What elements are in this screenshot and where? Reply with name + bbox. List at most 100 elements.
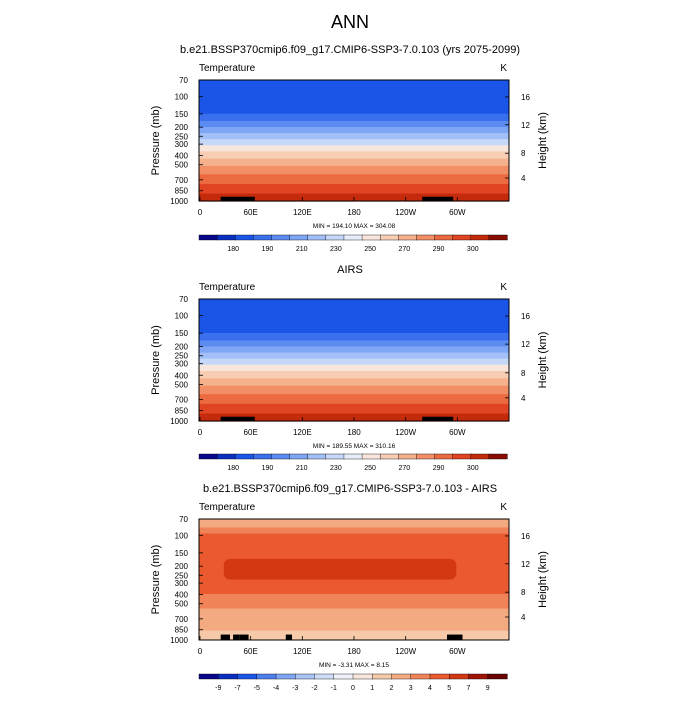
colorbar-label: 210 [296,465,308,472]
colorbar-swatch [429,673,450,680]
topography [220,416,255,421]
colorbar-label: 190 [262,246,274,253]
colorbar-label: -1 [331,685,337,692]
field-band [199,594,509,609]
page-title: ANN [331,12,369,32]
y2-tick-label: 8 [521,149,526,158]
y-tick-label: 850 [175,407,189,416]
colorbar-label: 230 [330,465,342,472]
y2-axis-title: Height (km) [537,551,549,608]
field-band [199,352,509,359]
topography [285,634,292,640]
colorbar-swatch [289,453,309,460]
variable-label: Temperature [199,282,256,293]
y-tick-label: 300 [175,360,189,369]
field-band [199,133,509,140]
colorbar-label: 290 [433,465,445,472]
y-tick-label: 70 [179,76,188,85]
colorbar-swatch [216,453,236,460]
colorbar-swatch [235,234,254,241]
y-tick-label: 150 [175,110,189,119]
colorbar-swatch [372,673,393,680]
colorbar-label: 5 [447,685,451,692]
colorbar-swatch [470,234,490,241]
x-tick-label: 0 [198,208,203,217]
field-band [199,527,509,534]
variable-label: Temperature [199,63,256,74]
x-tick-label: 180 [347,208,361,217]
colorbar-label: 300 [467,465,479,472]
colorbar-swatch [449,673,470,680]
y-tick-label: 70 [179,515,188,524]
colorbar-label: 300 [467,246,479,253]
colorbar-swatch [379,234,399,241]
colorbar-swatch [325,453,345,460]
y-tick-label: 1000 [170,417,188,426]
y2-tick-label: 8 [521,369,526,378]
y-tick-label: 400 [175,371,189,380]
y-tick-label: 700 [175,396,189,405]
colorbar-label: 250 [364,465,376,472]
y-tick-label: 150 [175,549,189,558]
field-band [199,370,509,379]
field-band [199,299,509,334]
x-tick-label: 120E [293,428,312,437]
colorbar-swatch [253,453,273,460]
field-plot [199,80,509,202]
field-band [199,403,509,414]
colorbar-swatch [452,234,472,241]
colorbar-label: -9 [215,685,221,692]
colorbar-swatch [307,453,327,460]
colorbar-label: 230 [330,246,342,253]
field-band [199,80,509,114]
topography [447,634,463,640]
x-tick-label: 60W [449,428,466,437]
field-band [199,184,509,194]
field-band [223,558,457,580]
y-tick-label: 100 [175,92,189,101]
colorbar-swatch [416,453,436,460]
y2-tick-label: 16 [521,532,530,541]
colorbar-swatch [253,234,273,241]
field-band [199,333,509,341]
colorbar-label: 180 [227,465,239,472]
minmax-label: MIN = -3.31 MAX = 8.15 [319,662,389,669]
colorbar-label: 250 [364,246,376,253]
colorbar-label: 270 [398,246,410,253]
y-tick-label: 500 [175,380,189,389]
colorbar-swatch [256,673,277,680]
y-tick-label: 300 [175,579,189,588]
units-label: K [500,63,507,74]
y-axis-title: Pressure (mb) [150,106,162,176]
colorbar-label: 270 [398,465,410,472]
colorbar-label: 210 [296,246,308,253]
x-tick-label: 120W [395,208,416,217]
y-tick-label: 150 [175,329,189,338]
field-band [199,151,509,159]
colorbar: 180 190 210 230 250 270 290 300 [198,234,508,253]
colorbar-swatch [361,453,381,460]
colorbar-swatch [198,453,218,460]
y-tick-label: 500 [175,161,189,170]
colorbar-swatch [237,673,258,680]
field-band [199,174,509,185]
colorbar-swatch [333,673,354,680]
minmax-label: MIN = 194.10 MAX = 304.08 [313,223,396,230]
y-tick-label: 70 [179,295,188,304]
colorbar-swatch [398,234,418,241]
field-band [199,378,509,386]
field-band [199,364,509,371]
x-tick-label: 60E [244,428,258,437]
x-tick-label: 60W [449,208,466,217]
y-tick-label: 300 [175,140,189,149]
field-band [199,158,509,166]
colorbar-label: 3 [409,685,413,692]
topography [233,634,240,640]
topography [422,196,454,201]
field-band [199,139,509,146]
colorbar-swatch [218,673,239,680]
y2-tick-label: 4 [521,613,526,622]
y-tick-label: 100 [175,531,189,540]
